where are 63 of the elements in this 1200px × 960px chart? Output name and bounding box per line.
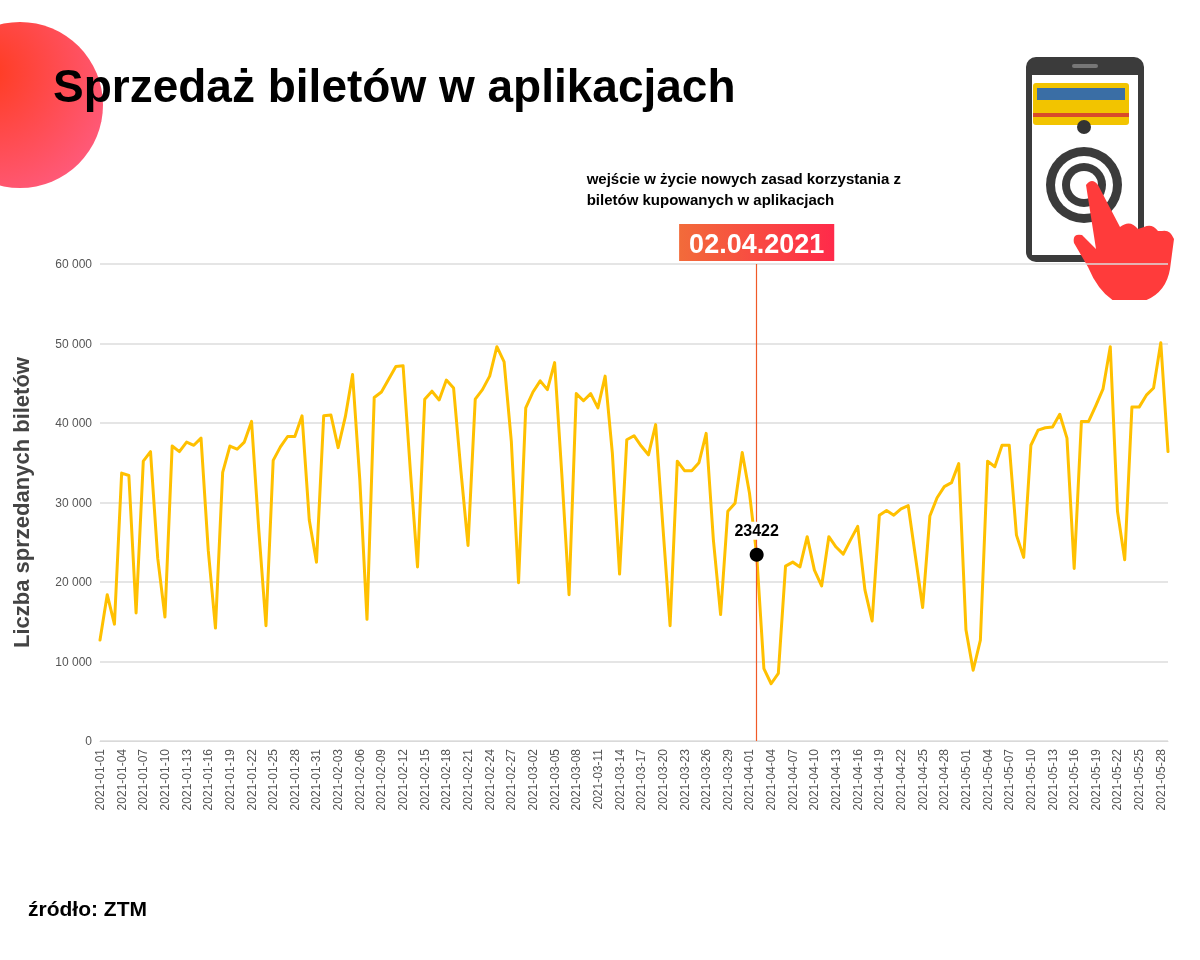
y-tick-label: 40 000 <box>55 416 93 430</box>
x-tick-label: 2021-05-28 <box>1153 748 1168 811</box>
x-tick-label: 2021-01-13 <box>179 748 194 811</box>
x-tick-label: 2021-02-12 <box>396 748 411 811</box>
x-tick-label: 2021-03-20 <box>655 748 670 811</box>
ref-line-label: 02.04.2021 <box>689 228 825 259</box>
x-tick-label: 2021-04-01 <box>742 748 757 811</box>
x-tick-label: 2021-04-04 <box>764 748 779 811</box>
x-tick-label: 2021-04-22 <box>894 748 908 811</box>
x-tick-label: 2021-02-09 <box>374 748 389 811</box>
x-tick-label: 2021-01-28 <box>287 748 302 811</box>
x-tick-label: 2021-01-19 <box>222 748 237 811</box>
x-tick-label: 2021-03-02 <box>525 748 540 811</box>
y-tick-label: 0 <box>85 734 93 748</box>
x-tick-label: 2021-05-25 <box>1132 748 1147 811</box>
text: wejście w życie nowych zasad korzystania z biletów kupowanych w aplikacjach <box>585 170 906 208</box>
x-tick-label: 2021-02-06 <box>352 748 367 811</box>
x-tick-label: 2021-04-25 <box>915 748 930 811</box>
x-tick-label: 2021-03-14 <box>612 748 627 811</box>
x-tick-label: 2021-03-26 <box>699 748 714 811</box>
x-tick-label: 2021-02-27 <box>504 748 519 811</box>
x-tick-label: 2021-04-16 <box>850 748 865 811</box>
y-tick-label: 20 000 <box>55 575 93 589</box>
x-tick-label: 2021-01-01 <box>93 748 107 811</box>
x-tick-label: 2021-01-22 <box>244 748 259 811</box>
text: źródło: ZTM <box>28 897 147 920</box>
annotation: 23422 <box>734 522 780 540</box>
x-tick-label: 2021-05-22 <box>1110 748 1125 811</box>
x-tick-label: 2021-03-17 <box>634 748 649 811</box>
x-tick-label: 2021-03-08 <box>569 748 584 811</box>
x-tick-label: 2021-04-19 <box>872 748 887 811</box>
x-tick-label: 2021-05-01 <box>958 748 973 811</box>
x-tick-label: 2021-01-31 <box>309 748 324 811</box>
x-tick-label: 2021-05-13 <box>1045 748 1060 811</box>
line-series <box>98 341 1170 686</box>
x-tick-label: 2021-05-10 <box>1023 748 1038 811</box>
x-tick-label: 2021-05-04 <box>980 748 995 811</box>
x-tick-label: 2021-03-05 <box>547 748 562 811</box>
x-tick-label: 2021-04-07 <box>785 748 800 811</box>
x-tick-label: 2021-02-24 <box>482 748 497 811</box>
y-axis-title: Liczba sprzedanych biletów <box>8 356 34 648</box>
x-tick-label: 2021-02-03 <box>331 748 346 811</box>
x-tick-label: 2021-01-25 <box>266 748 281 811</box>
x-tick-label: 2021-02-15 <box>417 748 432 811</box>
x-tick-label: 2021-01-07 <box>136 748 151 811</box>
y-tick-label: 10 000 <box>55 654 93 669</box>
y-tick-label: 30 000 <box>55 495 93 510</box>
x-tick-label: 2021-01-16 <box>201 748 216 811</box>
x-tick-label: 2021-05-16 <box>1067 748 1082 811</box>
x-tick-label: 2021-04-10 <box>807 748 822 811</box>
x-tick-label: 2021-03-11 <box>590 748 605 810</box>
x-tick-label: 2021-02-21 <box>461 748 476 811</box>
x-tick-label: 2021-04-13 <box>829 748 844 811</box>
x-tick-label: 2021-01-10 <box>157 748 172 811</box>
x-tick-label: 2021-05-07 <box>1002 748 1017 811</box>
x-tick-label: 2021-03-29 <box>720 748 735 811</box>
x-tick-label: 2021-02-18 <box>439 748 454 811</box>
y-tick-label: 50 000 <box>55 336 93 351</box>
x-tick-label: 2021-01-04 <box>114 748 129 811</box>
y-tick-label: 60 000 <box>55 257 93 271</box>
x-tick-label: 2021-03-23 <box>677 748 692 811</box>
x-tick-label: 2021-04-28 <box>937 748 952 811</box>
x-tick-label: 2021-05-19 <box>1088 748 1103 811</box>
